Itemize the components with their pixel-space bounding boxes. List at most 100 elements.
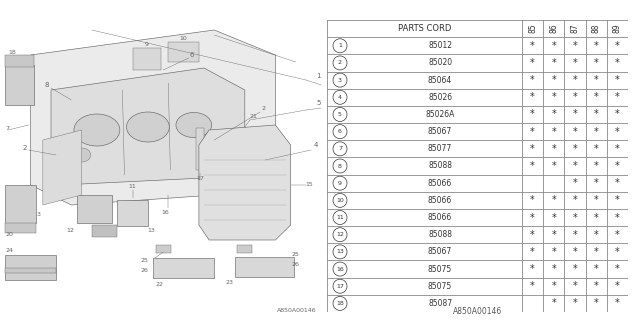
Text: A850A00146: A850A00146 bbox=[453, 307, 502, 316]
Text: 11: 11 bbox=[129, 183, 136, 188]
Text: *: * bbox=[573, 41, 577, 51]
Text: *: * bbox=[615, 161, 620, 171]
Text: *: * bbox=[552, 281, 556, 291]
Text: 25: 25 bbox=[292, 252, 300, 258]
Text: *: * bbox=[552, 299, 556, 308]
Text: 7: 7 bbox=[5, 125, 9, 131]
Text: 2: 2 bbox=[22, 145, 27, 151]
Text: 86: 86 bbox=[549, 24, 558, 33]
Text: 89: 89 bbox=[613, 24, 622, 33]
Text: 15: 15 bbox=[305, 182, 313, 188]
Text: *: * bbox=[552, 212, 556, 222]
Text: 87: 87 bbox=[570, 24, 579, 33]
Text: 2: 2 bbox=[338, 60, 342, 66]
Text: *: * bbox=[594, 41, 598, 51]
Text: 8: 8 bbox=[338, 164, 342, 169]
Text: 85067: 85067 bbox=[428, 247, 452, 256]
Text: 85026A: 85026A bbox=[426, 110, 455, 119]
Text: 20: 20 bbox=[5, 233, 13, 237]
Text: 17: 17 bbox=[196, 175, 204, 180]
Text: *: * bbox=[615, 144, 620, 154]
Text: 26: 26 bbox=[141, 268, 148, 273]
Text: *: * bbox=[573, 58, 577, 68]
Text: *: * bbox=[573, 109, 577, 119]
Text: 10: 10 bbox=[336, 198, 344, 203]
Text: 85066: 85066 bbox=[428, 179, 452, 188]
Text: 21: 21 bbox=[249, 115, 257, 119]
Text: *: * bbox=[530, 212, 535, 222]
Polygon shape bbox=[5, 223, 36, 233]
Text: 1: 1 bbox=[338, 43, 342, 48]
Text: *: * bbox=[615, 75, 620, 85]
Text: *: * bbox=[573, 230, 577, 240]
Text: *: * bbox=[530, 58, 535, 68]
Text: *: * bbox=[594, 161, 598, 171]
Text: *: * bbox=[530, 92, 535, 102]
Text: *: * bbox=[594, 75, 598, 85]
Text: 85066: 85066 bbox=[428, 213, 452, 222]
Text: *: * bbox=[530, 144, 535, 154]
Text: A850A00146: A850A00146 bbox=[276, 308, 316, 313]
Text: 9: 9 bbox=[338, 181, 342, 186]
Text: *: * bbox=[530, 264, 535, 274]
Text: *: * bbox=[615, 264, 620, 274]
Polygon shape bbox=[5, 185, 36, 223]
Text: *: * bbox=[552, 161, 556, 171]
Text: *: * bbox=[530, 230, 535, 240]
Polygon shape bbox=[235, 257, 294, 277]
Text: 7: 7 bbox=[338, 146, 342, 151]
Text: 5: 5 bbox=[338, 112, 342, 117]
Text: *: * bbox=[594, 127, 598, 137]
Ellipse shape bbox=[74, 114, 120, 146]
Text: *: * bbox=[552, 92, 556, 102]
Text: 17: 17 bbox=[336, 284, 344, 289]
Text: 85088: 85088 bbox=[428, 230, 452, 239]
Text: *: * bbox=[573, 144, 577, 154]
Text: 18: 18 bbox=[8, 50, 16, 54]
Polygon shape bbox=[5, 55, 34, 67]
Text: 85087: 85087 bbox=[428, 299, 452, 308]
Text: 8: 8 bbox=[45, 82, 49, 88]
Text: 85088: 85088 bbox=[428, 162, 452, 171]
Text: *: * bbox=[573, 264, 577, 274]
Text: 85067: 85067 bbox=[428, 127, 452, 136]
Text: *: * bbox=[594, 58, 598, 68]
Polygon shape bbox=[168, 42, 199, 62]
Ellipse shape bbox=[210, 141, 228, 155]
Text: *: * bbox=[573, 212, 577, 222]
Text: *: * bbox=[615, 41, 620, 51]
Text: 16: 16 bbox=[336, 267, 344, 272]
Text: 12: 12 bbox=[336, 232, 344, 237]
Text: 26: 26 bbox=[292, 262, 300, 268]
Polygon shape bbox=[156, 245, 172, 253]
Text: 1: 1 bbox=[316, 73, 321, 79]
Text: 4: 4 bbox=[338, 95, 342, 100]
Text: 85020: 85020 bbox=[428, 59, 452, 68]
Text: *: * bbox=[552, 75, 556, 85]
Text: 25: 25 bbox=[141, 258, 148, 262]
Text: *: * bbox=[552, 264, 556, 274]
Text: 3: 3 bbox=[338, 78, 342, 83]
Text: *: * bbox=[594, 212, 598, 222]
Text: 6: 6 bbox=[189, 52, 194, 58]
Text: *: * bbox=[573, 195, 577, 205]
Text: 85075: 85075 bbox=[428, 265, 452, 274]
Text: *: * bbox=[615, 127, 620, 137]
Text: *: * bbox=[573, 92, 577, 102]
Text: *: * bbox=[573, 281, 577, 291]
Polygon shape bbox=[117, 200, 148, 226]
Text: *: * bbox=[615, 281, 620, 291]
Text: *: * bbox=[594, 109, 598, 119]
Polygon shape bbox=[196, 128, 204, 170]
Text: PARTS CORD: PARTS CORD bbox=[398, 24, 451, 33]
Polygon shape bbox=[31, 30, 275, 205]
Polygon shape bbox=[199, 125, 291, 240]
Text: *: * bbox=[573, 127, 577, 137]
Text: 85077: 85077 bbox=[428, 144, 452, 153]
Text: *: * bbox=[530, 41, 535, 51]
Text: *: * bbox=[530, 109, 535, 119]
Text: *: * bbox=[594, 264, 598, 274]
Text: *: * bbox=[573, 75, 577, 85]
Text: *: * bbox=[530, 281, 535, 291]
Text: 4: 4 bbox=[314, 142, 318, 148]
